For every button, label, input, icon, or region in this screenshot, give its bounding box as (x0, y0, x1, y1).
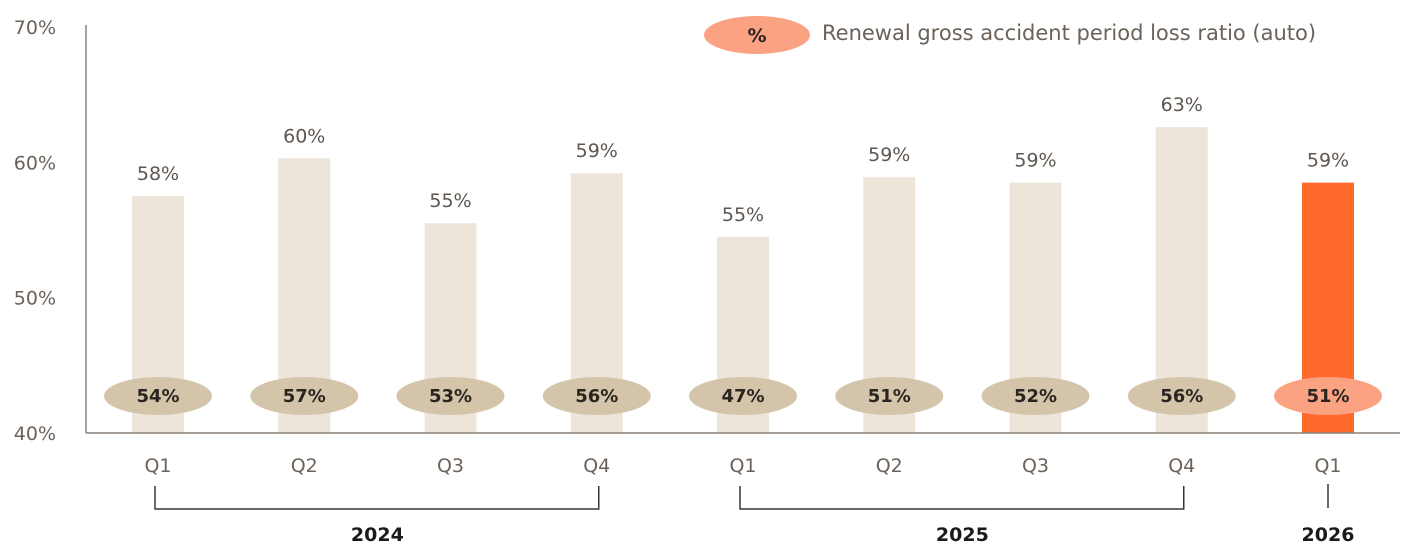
x-category-label: Q3 (437, 455, 464, 477)
y-tick-label: 50% (14, 288, 56, 310)
x-category-label: Q1 (144, 455, 171, 477)
group-bracket (739, 486, 1185, 510)
x-category-label: Q1 (1314, 455, 1341, 477)
loss-ratio-ovals: 54% 57% 53% 56% 47% 51% 52% 56% 51% (104, 377, 1382, 415)
loss-ratio-oval (1274, 377, 1382, 415)
loss-ratio-label: 51% (1306, 386, 1349, 407)
loss-ratio-oval (396, 377, 505, 415)
x-category-label: Q1 (729, 455, 756, 477)
bar-value-label: 58% (137, 163, 179, 185)
year-group-brackets: 2024 2025 2026 (154, 484, 1355, 544)
loss-ratio-label: 54% (136, 386, 179, 407)
loss-ratio-label: 51% (868, 386, 911, 407)
x-category-label: Q2 (291, 455, 318, 477)
loss-ratio-oval (689, 377, 797, 415)
x-category-label: Q4 (583, 455, 610, 477)
loss-ratio-label: 56% (575, 386, 618, 407)
y-axis-ticks: 40% 50% 60% 70% (14, 17, 56, 445)
x-category-label: Q2 (876, 455, 903, 477)
loss-ratio-oval (250, 377, 359, 415)
loss-ratio-label: 57% (283, 386, 326, 407)
bar-value-label: 60% (283, 125, 325, 147)
loss-ratio-label: 52% (1014, 386, 1057, 407)
year-group-label: 2026 (1302, 524, 1355, 544)
loss-ratio-oval (542, 377, 651, 415)
y-tick-label: 40% (14, 423, 56, 445)
x-category-label: Q3 (1022, 455, 1049, 477)
loss-ratio-label: 47% (721, 386, 764, 407)
bar-value-label: 59% (1014, 150, 1056, 172)
year-group-label: 2025 (936, 524, 989, 544)
group-bracket (154, 486, 600, 510)
category-labels: Q1 Q2 Q3 Q4 Q1 Q2 Q3 Q4 Q1 (144, 455, 1341, 477)
bar-value-label: 59% (1307, 150, 1349, 172)
loss-ratio-label: 56% (1160, 386, 1203, 407)
bar-value-label: 59% (868, 144, 910, 166)
x-category-label: Q4 (1168, 455, 1195, 477)
bar-value-label: 55% (722, 204, 764, 226)
legend-symbol: % (747, 25, 766, 47)
loss-ratio-oval (104, 377, 212, 415)
loss-ratio-oval (835, 377, 944, 415)
legend-label: Renewal gross accident period loss ratio… (822, 21, 1316, 45)
loss-ratio-label: 53% (429, 386, 472, 407)
legend: % Renewal gross accident period loss rat… (704, 16, 1316, 54)
year-group-label: 2024 (351, 524, 404, 544)
y-tick-label: 70% (14, 17, 56, 39)
loss-ratio-oval (981, 377, 1090, 415)
bar-value-label: 59% (576, 140, 618, 162)
bar-value-labels: 58% 60% 55% 59% 55% 59% 59% 63% 59% (137, 94, 1349, 226)
legend-swatch (704, 16, 810, 54)
loss-ratio-oval (1127, 377, 1236, 415)
y-tick-label: 60% (14, 152, 56, 174)
bar-value-label: 55% (429, 190, 471, 212)
bar-value-label: 63% (1161, 94, 1203, 116)
